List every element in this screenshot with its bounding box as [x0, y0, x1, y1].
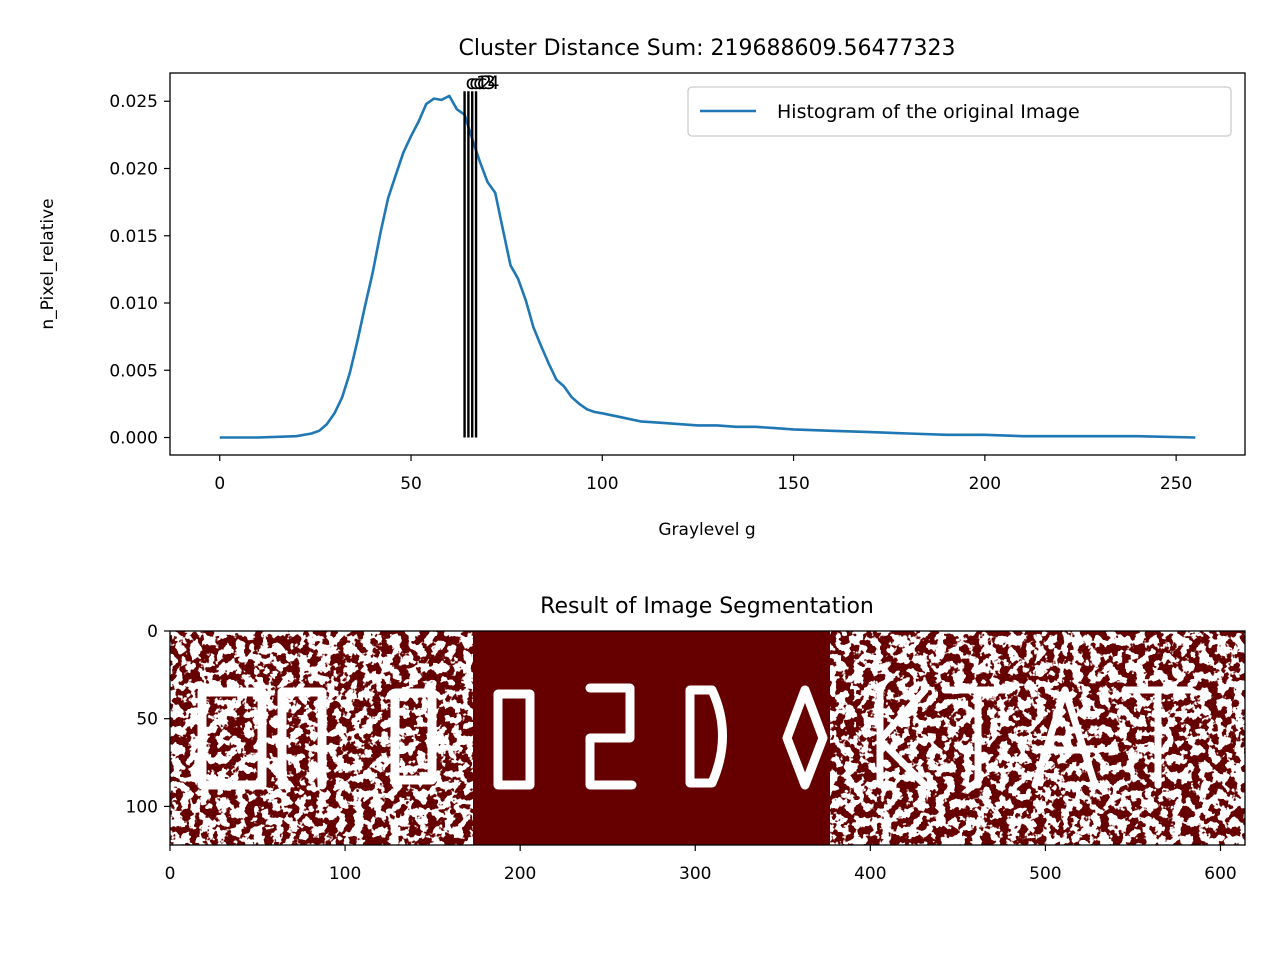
- histogram-y-tick-label: 0.015: [109, 227, 158, 247]
- legend-entry-label: Histogram of the original Image: [777, 101, 1080, 123]
- glyph-5: [585, 683, 637, 790]
- cluster-marker-label: c1: [466, 72, 489, 94]
- segmentation-title: Result of Image Segmentation: [540, 594, 874, 619]
- cluster-marker-label: c3: [473, 72, 496, 94]
- histogram-x-tick-label: 0: [214, 474, 225, 494]
- glyph-2: [277, 687, 327, 790]
- glyph-6: [685, 685, 727, 788]
- glyph-11: [1121, 686, 1194, 789]
- segmentation-x-tick-label: 600: [1204, 864, 1236, 884]
- segmentation-x-tick-label: 300: [679, 864, 711, 884]
- histogram-x-tick-label: 150: [777, 474, 809, 494]
- segmentation-x-tick-label: 0: [165, 864, 176, 884]
- histogram-y-tick-label: 0.020: [109, 160, 158, 180]
- segmentation-x-tick-label: 500: [1029, 864, 1061, 884]
- segmentation-image: [170, 631, 1245, 845]
- histogram-axes-frame: [169, 72, 1246, 456]
- segmentation-axes-frame: [169, 630, 1246, 846]
- speckle-region-right: [830, 631, 1245, 845]
- glyph-9: [941, 686, 1014, 789]
- glyph-4: [493, 689, 535, 790]
- histogram-x-tick-label: 200: [969, 474, 1001, 494]
- glyph-1: [197, 687, 267, 790]
- histogram-x-axis-label: Graylevel g: [658, 520, 755, 540]
- histogram-title: Cluster Distance Sum: 219688609.56477323: [459, 36, 956, 61]
- histogram-y-axis-label: n_Pixel_relative: [38, 198, 58, 329]
- cluster-marker-label: c4: [477, 72, 500, 94]
- histogram-x-tick-label: 250: [1160, 474, 1192, 494]
- histogram-chart: Cluster Distance Sum: 219688609.56477323…: [38, 36, 1246, 540]
- histogram-legend: Histogram of the original Image: [687, 86, 1232, 137]
- histogram-y-tick-label: 0.025: [109, 92, 158, 112]
- segmentation-y-tick-label: 50: [136, 710, 158, 730]
- histogram-y-tick-label: 0.000: [109, 429, 158, 449]
- segmentation-x-tick-label: 400: [854, 864, 886, 884]
- glyph-3: [390, 688, 437, 785]
- glyph-7: [782, 685, 828, 790]
- histogram-series-line: [219, 94, 1196, 439]
- histogram-y-tick-label: 0.010: [109, 294, 158, 314]
- segmentation-x-tick-label: 200: [504, 864, 536, 884]
- segmentation-y-tick-label: 100: [126, 797, 158, 817]
- histogram-x-tick-label: 100: [586, 474, 618, 494]
- glyph-8: [876, 686, 929, 789]
- segmentation-x-tick-label: 100: [329, 864, 361, 884]
- segmented-characters: [197, 683, 1194, 790]
- segmentation-ticks: 0 100 200 300 400 500 600 0 50 100: [126, 622, 1237, 884]
- histogram-y-tick-label: 0.005: [109, 361, 158, 381]
- histogram-ticks: 0 50 100 150 200 250 0.000 0.005 0.010 0.015 0.020…: [109, 92, 1192, 494]
- legend-box: [687, 86, 1232, 137]
- glyph-10: [1031, 686, 1099, 789]
- segmentation-chart: Result of Image Segmentation: [126, 594, 1246, 884]
- histogram-x-tick-label: 50: [400, 474, 422, 494]
- segmentation-y-tick-label: 0: [147, 622, 158, 642]
- cluster-marker-label: c2: [469, 72, 492, 94]
